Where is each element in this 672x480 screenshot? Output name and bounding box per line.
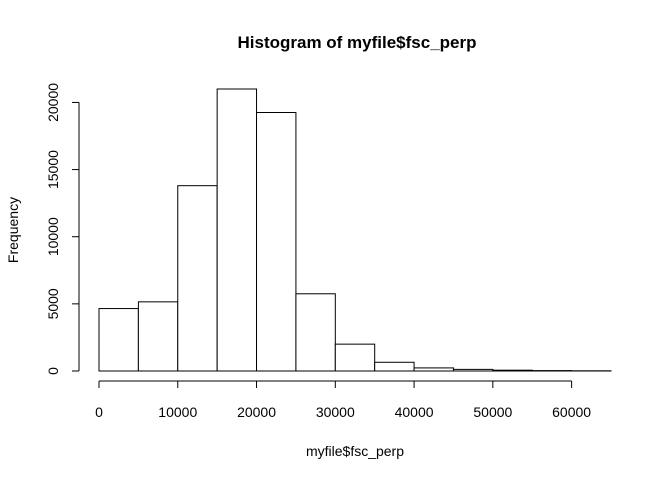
histogram-bar-4 bbox=[256, 112, 297, 372]
y-tick-label-1: 5000 bbox=[45, 288, 61, 319]
x-tick-label-1: 10000 bbox=[158, 404, 197, 420]
x-tick-label-6: 60000 bbox=[552, 404, 591, 420]
x-tick-label-5: 50000 bbox=[473, 404, 512, 420]
histogram-bar-8 bbox=[413, 367, 454, 372]
x-axis: 0 10000 20000 30000 40000 50000 60000 bbox=[95, 380, 591, 420]
histogram-bar-6 bbox=[334, 343, 376, 372]
x-tick-label-4: 40000 bbox=[395, 404, 434, 420]
histogram-bar-0 bbox=[98, 308, 139, 372]
y-tick-label-2: 10000 bbox=[45, 217, 61, 256]
histogram-bar-3 bbox=[216, 88, 258, 372]
histogram-bar-9 bbox=[452, 368, 494, 372]
histogram-bar-1 bbox=[137, 301, 179, 372]
histogram-bar-7 bbox=[374, 361, 415, 372]
histogram-bar-5 bbox=[295, 293, 336, 372]
bars-group bbox=[98, 88, 612, 372]
x-axis-label: myfile$fsc_perp bbox=[306, 443, 404, 459]
x-tick-label-2: 20000 bbox=[237, 404, 276, 420]
x-tick-label-0: 0 bbox=[95, 404, 103, 420]
y-tick-label-3: 15000 bbox=[45, 150, 61, 189]
chart-title: Histogram of myfile$fsc_perp bbox=[237, 33, 476, 52]
histogram-bar-2 bbox=[177, 185, 218, 372]
x-tick-label-3: 30000 bbox=[316, 404, 355, 420]
y-tick-label-4: 20000 bbox=[45, 83, 61, 122]
histogram-bar-10 bbox=[492, 369, 533, 372]
y-axis-label: Frequency bbox=[5, 197, 21, 263]
y-axis: 0 5000 10000 15000 20000 bbox=[45, 83, 80, 375]
y-tick-label-0: 0 bbox=[45, 367, 61, 375]
